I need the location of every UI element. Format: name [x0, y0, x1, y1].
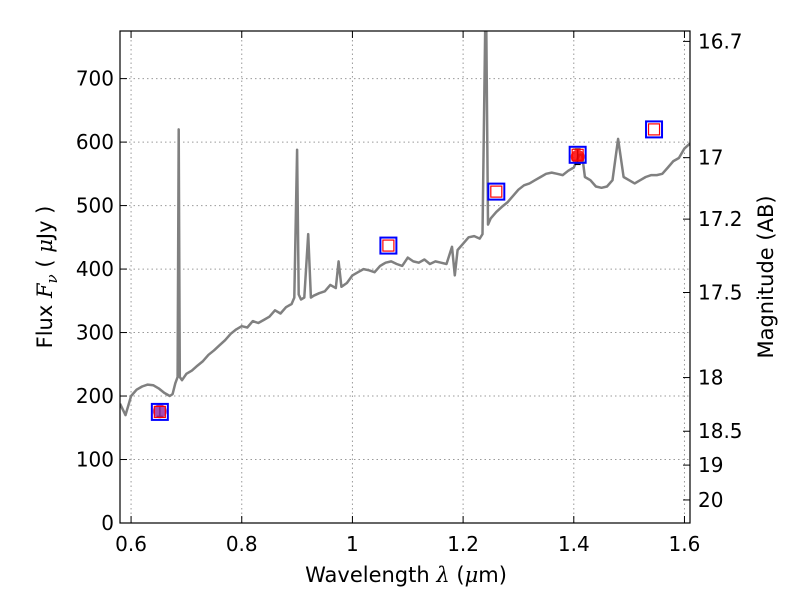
photometry-square [645, 120, 664, 139]
y-tick-label: 0 [101, 511, 114, 535]
photometry-square [150, 402, 169, 421]
photometry-square [487, 182, 506, 201]
x-tick-label: 0.6 [115, 532, 147, 556]
y2-tick-label: 17.5 [698, 280, 743, 304]
y-tick-label: 300 [76, 321, 114, 345]
photometry-square-inner [490, 185, 503, 198]
y2-tick-label: 17.2 [698, 207, 743, 231]
y2-axis-label: Magnitude (AB) [754, 195, 778, 358]
photometry-square-inner [647, 123, 661, 136]
tick-labels: 0.6 0.8 1 1.2 1.4 1.6 0 100 200 300 400 500 600 700 16… [76, 29, 743, 556]
ticks [120, 31, 690, 524]
observed-point [152, 404, 167, 419]
y2-tick-label: 17 [698, 146, 723, 170]
y2-tick-label: 16.7 [698, 29, 743, 53]
x-tick-label: 0.8 [226, 532, 258, 556]
plot-frame [119, 30, 691, 524]
y2-tick-label: 18.5 [698, 419, 743, 443]
photometry-square [379, 236, 398, 255]
y-axis-label: Flux Fν ( μJy ) [33, 206, 61, 349]
photometry-square [568, 145, 587, 164]
y2-tick-label: 19 [698, 453, 723, 477]
y-tick-label: 100 [76, 448, 114, 472]
marker-layer [150, 120, 664, 421]
photometry-square-inner [382, 239, 395, 252]
y-tick-label: 200 [76, 384, 114, 408]
y2-tick-label: 18 [698, 366, 723, 390]
y-tick-label: 400 [76, 257, 114, 281]
photometry-square-inner [153, 405, 166, 419]
photometry-square-inner [571, 148, 584, 161]
grid [120, 31, 690, 523]
y-tick-label: 700 [76, 67, 114, 91]
x-tick-label: 1 [346, 532, 359, 556]
y-tick-label: 500 [76, 194, 114, 218]
plot-background [120, 31, 690, 523]
x-tick-label: 1.4 [558, 532, 590, 556]
x-tick-label: 1.2 [447, 532, 479, 556]
y2-tick-label: 20 [698, 488, 723, 512]
x-tick-label: 1.6 [669, 532, 701, 556]
y-tick-label: 600 [76, 130, 114, 154]
x-axis-label: Wavelength λ (μm) [305, 563, 507, 587]
